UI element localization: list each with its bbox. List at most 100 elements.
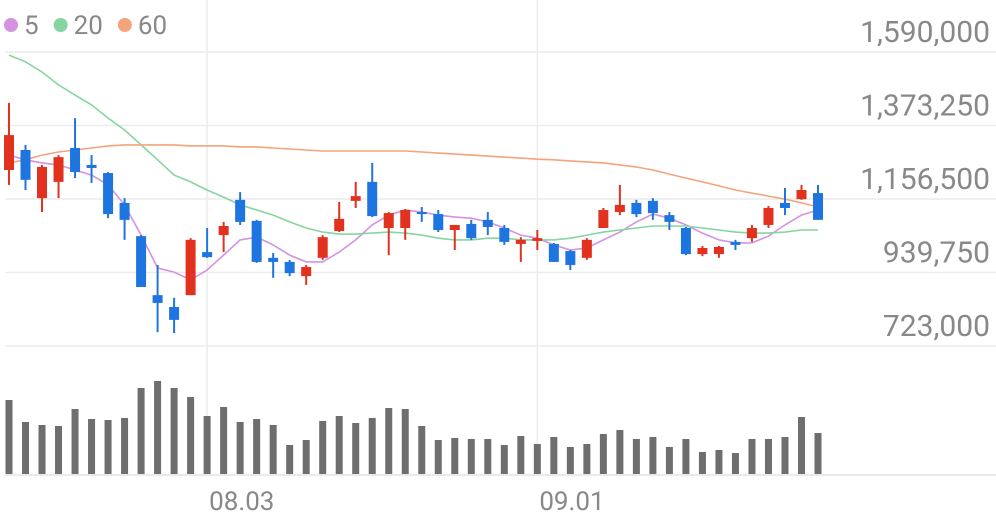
volume-bar bbox=[814, 433, 822, 474]
volume-bar bbox=[137, 388, 145, 474]
volume-bar bbox=[236, 422, 244, 474]
moving-average-line bbox=[8, 154, 819, 281]
y-tick-label: 1,590,000 bbox=[860, 15, 990, 50]
volume-bar bbox=[467, 439, 475, 474]
candle-body bbox=[37, 166, 48, 199]
candle-body bbox=[350, 196, 361, 201]
candle-body bbox=[466, 223, 477, 239]
candle-body bbox=[400, 210, 411, 228]
volume-bar bbox=[797, 417, 805, 474]
volume-bar bbox=[682, 439, 690, 474]
candle-body bbox=[813, 193, 823, 220]
candle-body bbox=[119, 202, 130, 220]
candle-body bbox=[136, 236, 147, 287]
candle-body bbox=[334, 218, 345, 232]
volume-bar bbox=[781, 437, 789, 474]
candle-body bbox=[218, 225, 229, 236]
volume-bar bbox=[748, 439, 756, 474]
candle-body bbox=[647, 200, 658, 214]
volume-bar bbox=[418, 426, 426, 474]
candle-body bbox=[499, 227, 510, 242]
candle-body bbox=[268, 257, 279, 262]
volume-bar bbox=[599, 434, 607, 474]
volume-bar bbox=[5, 400, 13, 474]
candle-body bbox=[4, 135, 14, 171]
volume-bar bbox=[583, 444, 591, 474]
candle-body bbox=[763, 207, 774, 225]
volume-bar bbox=[550, 437, 558, 474]
volume-bar bbox=[203, 416, 211, 474]
candle-body bbox=[746, 227, 757, 239]
candle-body bbox=[383, 213, 394, 228]
candle-body bbox=[152, 295, 163, 303]
volume-bar bbox=[121, 418, 129, 474]
candle-body bbox=[53, 157, 64, 182]
volume-bar bbox=[269, 425, 277, 474]
volume-bar bbox=[302, 440, 310, 474]
volume-bar bbox=[451, 438, 459, 474]
candle-body bbox=[532, 238, 543, 241]
volume-bar bbox=[88, 419, 96, 474]
volume-bar bbox=[649, 437, 657, 474]
volume-bar bbox=[71, 409, 79, 474]
candle-body bbox=[169, 307, 180, 320]
candle-body bbox=[482, 219, 493, 227]
moving-average-line bbox=[8, 144, 819, 208]
volume-bar bbox=[187, 397, 195, 474]
legend-marker bbox=[117, 18, 132, 32]
volume-bar bbox=[368, 418, 376, 474]
x-tick-label: 09.01 bbox=[539, 487, 604, 517]
volume-bar bbox=[352, 423, 360, 474]
candle-body bbox=[20, 150, 31, 180]
volume-bar bbox=[319, 421, 327, 474]
volume-bar bbox=[566, 447, 574, 474]
y-tick-label: 1,156,500 bbox=[860, 162, 990, 197]
volume-bar bbox=[715, 450, 723, 474]
candle-body bbox=[697, 248, 708, 255]
candle-body bbox=[680, 227, 691, 255]
candle-body bbox=[565, 251, 576, 265]
candle-body bbox=[235, 199, 246, 222]
y-tick-label: 1,373,250 bbox=[860, 89, 990, 124]
volume-bar bbox=[698, 452, 706, 474]
candle-body bbox=[581, 239, 592, 258]
legend-marker bbox=[53, 18, 68, 32]
candle-body bbox=[713, 246, 724, 255]
candle-body bbox=[70, 147, 81, 173]
volume-bar bbox=[484, 439, 492, 474]
candle-body bbox=[598, 210, 609, 228]
volume-bar bbox=[170, 388, 178, 474]
candle-body bbox=[416, 212, 427, 215]
legend-label: 20 bbox=[74, 11, 103, 41]
candle-body bbox=[449, 224, 460, 231]
y-tick-label: 723,000 bbox=[883, 309, 990, 344]
y-tick-label: 939,750 bbox=[883, 236, 990, 271]
volume-bar bbox=[401, 409, 409, 474]
x-tick-label: 08.03 bbox=[209, 487, 274, 517]
candle-body bbox=[796, 190, 807, 200]
volume-bar bbox=[22, 422, 30, 474]
candle-body bbox=[284, 261, 295, 274]
volume-bar bbox=[104, 420, 112, 474]
volume-bar bbox=[434, 440, 442, 474]
moving-average-line bbox=[8, 54, 818, 241]
legend-marker bbox=[4, 18, 18, 32]
candle-body bbox=[251, 220, 262, 262]
candle-body bbox=[317, 237, 328, 258]
candle-body bbox=[185, 239, 196, 296]
volume-bar bbox=[253, 419, 261, 474]
volume-bar bbox=[286, 445, 294, 474]
candle-body bbox=[515, 239, 526, 244]
candle-body bbox=[664, 215, 675, 222]
legend-label: 5 bbox=[24, 11, 39, 41]
candle-body bbox=[86, 164, 97, 168]
candle-body bbox=[301, 266, 312, 277]
volume-bar bbox=[38, 425, 46, 474]
candle-body bbox=[730, 241, 741, 245]
candle-body bbox=[779, 202, 790, 208]
candle-body bbox=[202, 252, 213, 258]
candle-body bbox=[631, 202, 642, 215]
candle-body bbox=[367, 181, 378, 217]
